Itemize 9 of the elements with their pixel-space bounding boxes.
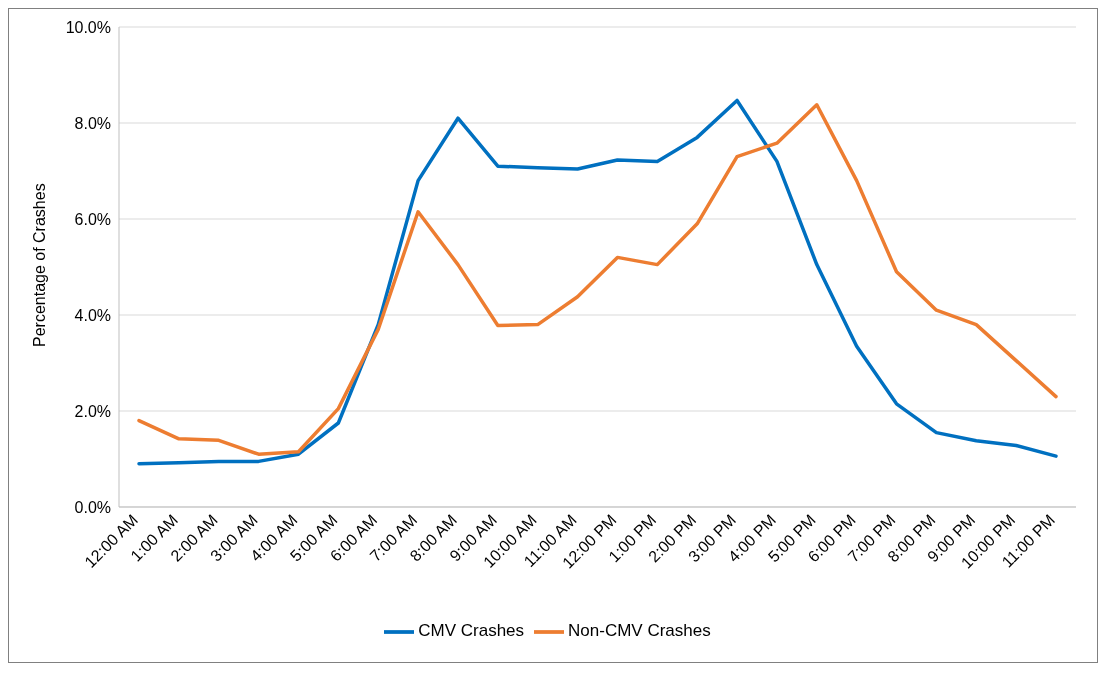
y-tick-label: 0.0% bbox=[74, 498, 111, 516]
legend-label: Non-CMV Crashes bbox=[568, 621, 711, 641]
y-tick-label: 10.0% bbox=[65, 18, 111, 36]
y-tick-label: 2.0% bbox=[74, 402, 111, 420]
legend-label: CMV Crashes bbox=[418, 621, 525, 641]
y-tick-label: 6.0% bbox=[74, 210, 111, 228]
y-tick-label: 8.0% bbox=[74, 114, 111, 132]
y-axis-title: Percentage of Crashes bbox=[30, 183, 48, 347]
y-tick-label: 4.0% bbox=[74, 306, 111, 324]
